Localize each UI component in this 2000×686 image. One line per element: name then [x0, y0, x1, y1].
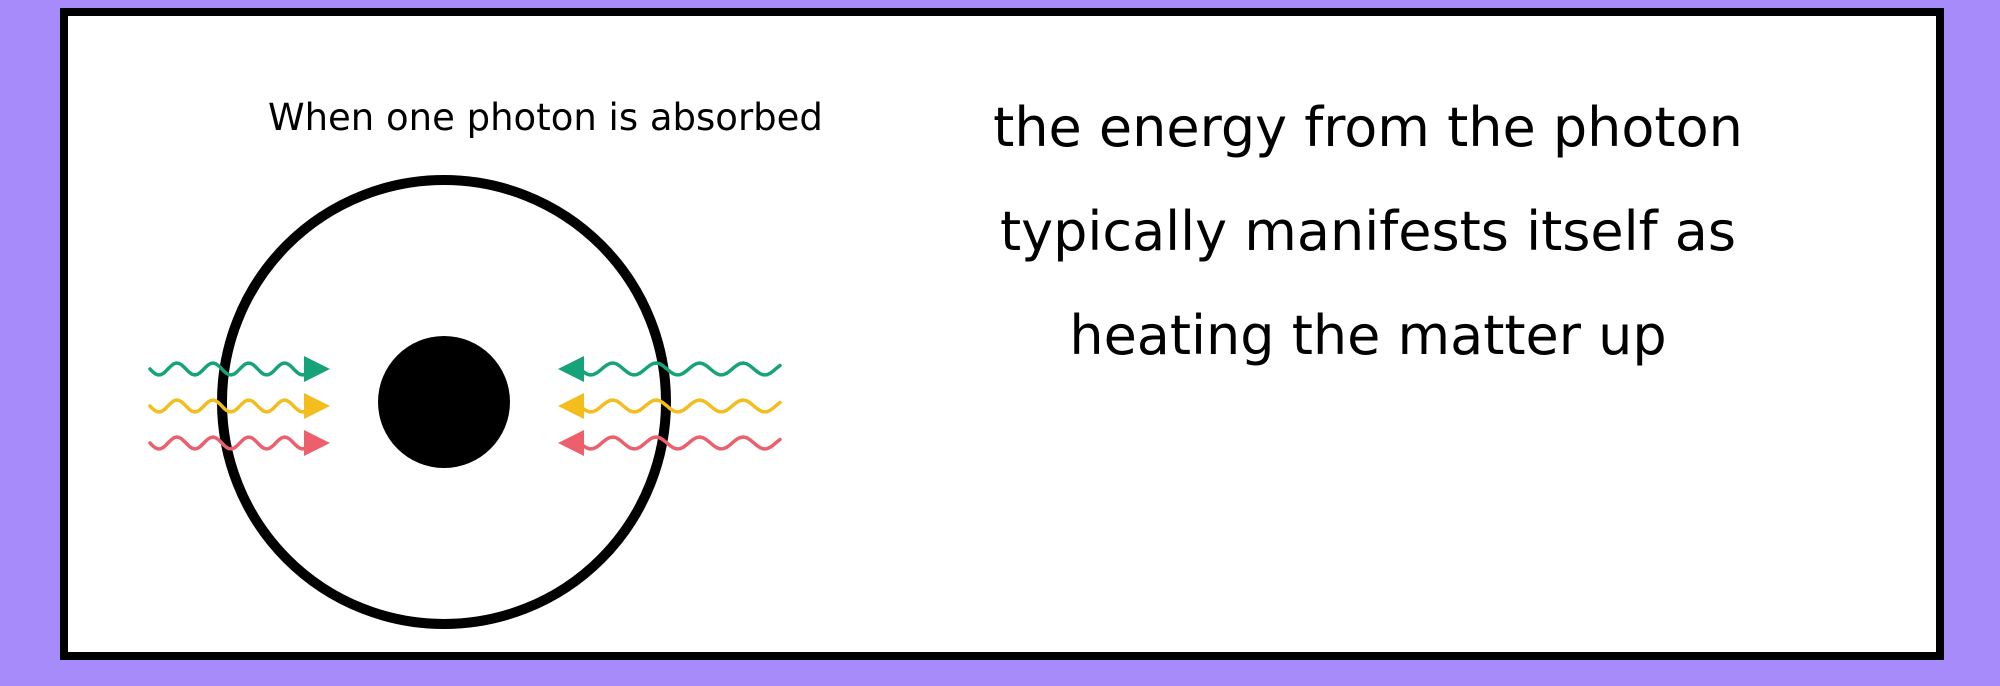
photon-green-incoming-left: [148, 356, 330, 382]
diagram-caption: When one photon is absorbed: [268, 96, 823, 139]
photon-red-incoming-right: [558, 430, 782, 456]
explanation-line-3: heating the matter up: [1069, 304, 1667, 367]
atom-diagram: [148, 175, 782, 629]
arrowhead-icon: [304, 430, 330, 456]
arrowhead-icon: [558, 393, 584, 419]
arrowhead-icon: [558, 430, 584, 456]
photon-layer: [148, 356, 782, 456]
photon-wave: [148, 398, 310, 414]
arrowhead-icon: [304, 356, 330, 382]
photon-wave: [578, 361, 782, 377]
photon-wave: [148, 361, 310, 377]
explanation-line-1: the energy from the photon: [993, 96, 1743, 159]
atom-shell: [217, 175, 671, 629]
explanation-text: the energy from the photon typically man…: [968, 76, 1768, 388]
photon-wave: [148, 435, 310, 451]
photon-red-incoming-left: [148, 430, 330, 456]
arrowhead-icon: [558, 356, 584, 382]
photon-yellow-incoming-left: [148, 393, 330, 419]
photon-wave: [578, 435, 782, 451]
atom-nucleus: [378, 336, 510, 468]
explanation-line-2: typically manifests itself as: [999, 200, 1736, 263]
arrowhead-icon: [304, 393, 330, 419]
photon-yellow-incoming-right: [558, 393, 782, 419]
photon-wave: [578, 398, 782, 414]
photon-green-incoming-right: [558, 356, 782, 382]
content-panel: When one photon is absorbed the energy f…: [60, 8, 1944, 660]
